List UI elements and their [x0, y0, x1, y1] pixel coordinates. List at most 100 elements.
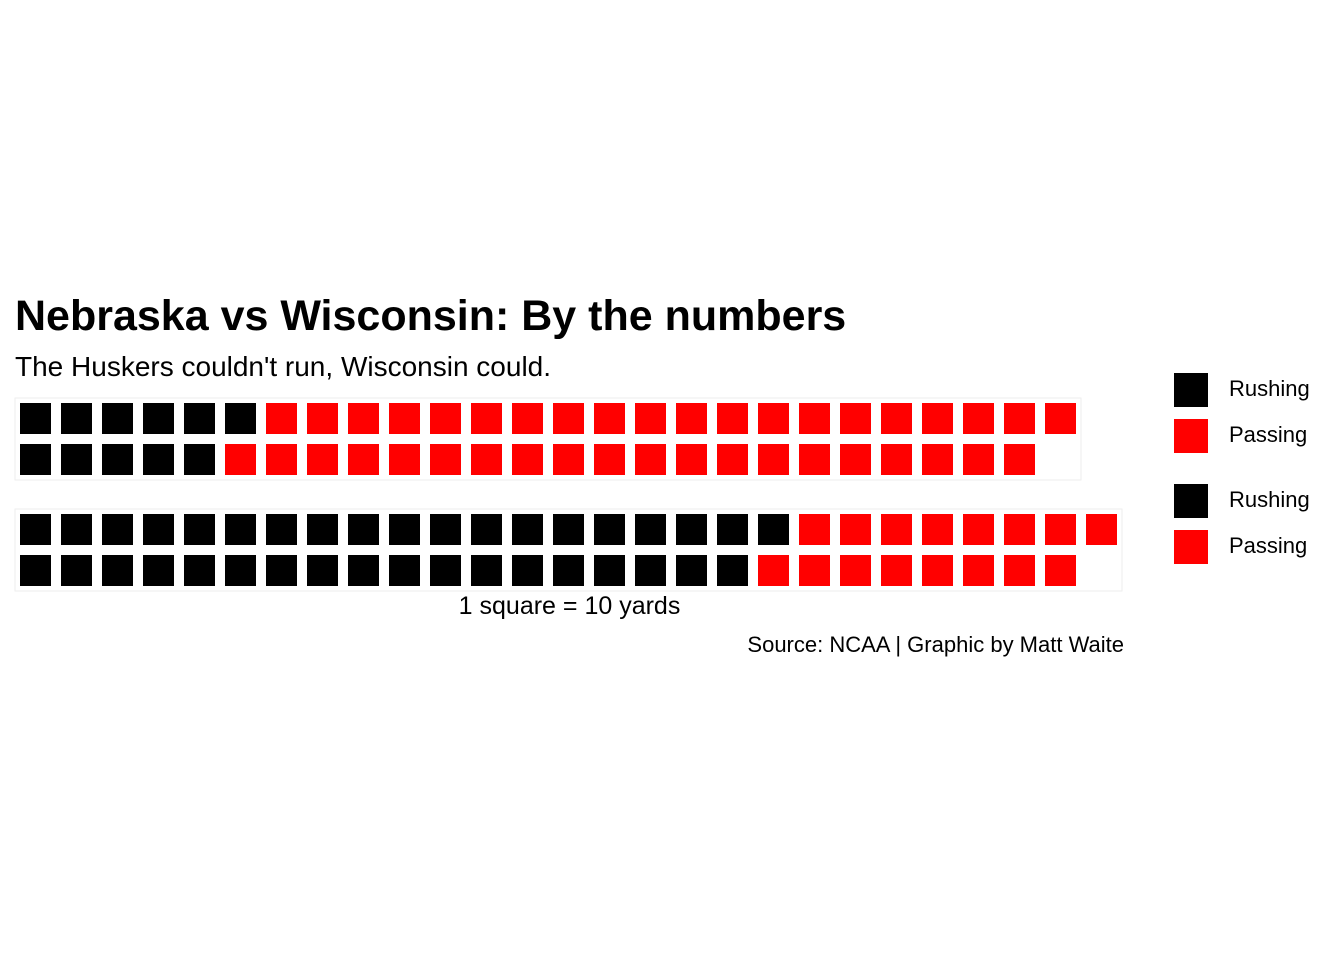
waffle-square-rushing	[594, 555, 625, 586]
waffle-square-rushing	[184, 555, 215, 586]
waffle-square-rushing	[102, 444, 133, 475]
waffle-square-passing	[922, 555, 953, 586]
waffle-square-passing	[840, 514, 871, 545]
waffle-square-passing	[635, 403, 666, 434]
waffle-square-passing	[1004, 403, 1035, 434]
waffle-square-rushing	[553, 555, 584, 586]
waffle-square-rushing	[102, 555, 133, 586]
waffle-panel-2	[14, 508, 1123, 592]
waffle-panel-frame	[14, 397, 1082, 481]
waffle-square-passing	[1086, 514, 1117, 545]
waffle-square-rushing	[676, 514, 707, 545]
waffle-square-passing	[1004, 514, 1035, 545]
waffle-square-passing	[266, 403, 297, 434]
waffle-square-passing	[348, 444, 379, 475]
waffle-square-passing	[430, 403, 461, 434]
legend-key-passing	[1174, 419, 1208, 453]
waffle-square-passing	[717, 403, 748, 434]
waffle-square-rushing	[676, 555, 707, 586]
waffle-square-rushing	[717, 514, 748, 545]
waffle-square-rushing	[635, 514, 666, 545]
waffle-square-passing	[389, 444, 420, 475]
waffle-square-passing	[717, 444, 748, 475]
waffle-square-rushing	[430, 555, 461, 586]
waffle-square-rushing	[61, 514, 92, 545]
waffle-square-rushing	[307, 514, 338, 545]
waffle-square-passing	[840, 555, 871, 586]
waffle-square-passing	[307, 403, 338, 434]
waffle-square-passing	[963, 403, 994, 434]
waffle-square-passing	[594, 403, 625, 434]
waffle-square-rushing	[717, 555, 748, 586]
waffle-square-rushing	[225, 514, 256, 545]
waffle-chart	[14, 397, 1123, 592]
waffle-square-rushing	[512, 514, 543, 545]
legend-key-passing	[1174, 530, 1208, 564]
waffle-square-rushing	[430, 514, 461, 545]
waffle-square-passing	[758, 403, 789, 434]
legend-label: Rushing	[1229, 487, 1310, 512]
waffle-square-rushing	[102, 403, 133, 434]
waffle-square-passing	[512, 444, 543, 475]
waffle-square-passing	[799, 444, 830, 475]
legend-label: Passing	[1229, 422, 1308, 447]
waffle-square-rushing	[471, 514, 502, 545]
waffle-square-passing	[348, 403, 379, 434]
waffle-square-rushing	[102, 514, 133, 545]
waffle-square-passing	[594, 444, 625, 475]
waffle-square-passing	[1045, 403, 1076, 434]
waffle-square-rushing	[266, 514, 297, 545]
waffle-square-passing	[963, 444, 994, 475]
legend-key-rushing	[1174, 373, 1208, 407]
waffle-square-passing	[553, 403, 584, 434]
waffle-square-passing	[963, 514, 994, 545]
waffle-square-rushing	[184, 514, 215, 545]
waffle-square-rushing	[143, 444, 174, 475]
waffle-square-passing	[758, 555, 789, 586]
waffle-square-rushing	[225, 403, 256, 434]
waffle-square-passing	[840, 403, 871, 434]
waffle-square-rushing	[266, 555, 297, 586]
waffle-panel-frame	[14, 508, 1123, 592]
waffle-panel-1	[14, 397, 1082, 481]
waffle-square-rushing	[389, 514, 420, 545]
waffle-square-rushing	[225, 555, 256, 586]
waffle-square-rushing	[471, 555, 502, 586]
waffle-square-passing	[1004, 555, 1035, 586]
waffle-square-rushing	[594, 514, 625, 545]
waffle-square-passing	[471, 403, 502, 434]
waffle-square-rushing	[635, 555, 666, 586]
legend-key-rushing	[1174, 484, 1208, 518]
waffle-square-rushing	[143, 514, 174, 545]
waffle-square-rushing	[143, 555, 174, 586]
waffle-square-passing	[799, 403, 830, 434]
legend-label: Passing	[1229, 533, 1308, 558]
waffle-square-rushing	[348, 555, 379, 586]
waffle-square-passing	[922, 403, 953, 434]
waffle-square-passing	[307, 444, 338, 475]
waffle-square-rushing	[758, 514, 789, 545]
chart-subtitle: The Huskers couldn't run, Wisconsin coul…	[15, 351, 552, 382]
waffle-square-passing	[266, 444, 297, 475]
waffle-square-passing	[676, 403, 707, 434]
waffle-square-passing	[225, 444, 256, 475]
waffle-square-passing	[881, 444, 912, 475]
waffle-square-passing	[471, 444, 502, 475]
waffle-square-passing	[1045, 555, 1076, 586]
waffle-square-rushing	[61, 555, 92, 586]
waffle-square-passing	[881, 403, 912, 434]
waffle-square-rushing	[184, 444, 215, 475]
legend-label: Rushing	[1229, 376, 1310, 401]
waffle-square-rushing	[143, 403, 174, 434]
chart-title: Nebraska vs Wisconsin: By the numbers	[15, 292, 847, 340]
waffle-square-passing	[758, 444, 789, 475]
waffle-square-rushing	[512, 555, 543, 586]
waffle-square-passing	[840, 444, 871, 475]
waffle-square-passing	[553, 444, 584, 475]
waffle-square-passing	[1045, 514, 1076, 545]
waffle-square-passing	[922, 444, 953, 475]
waffle-square-passing	[963, 555, 994, 586]
waffle-square-passing	[430, 444, 461, 475]
waffle-square-passing	[799, 514, 830, 545]
